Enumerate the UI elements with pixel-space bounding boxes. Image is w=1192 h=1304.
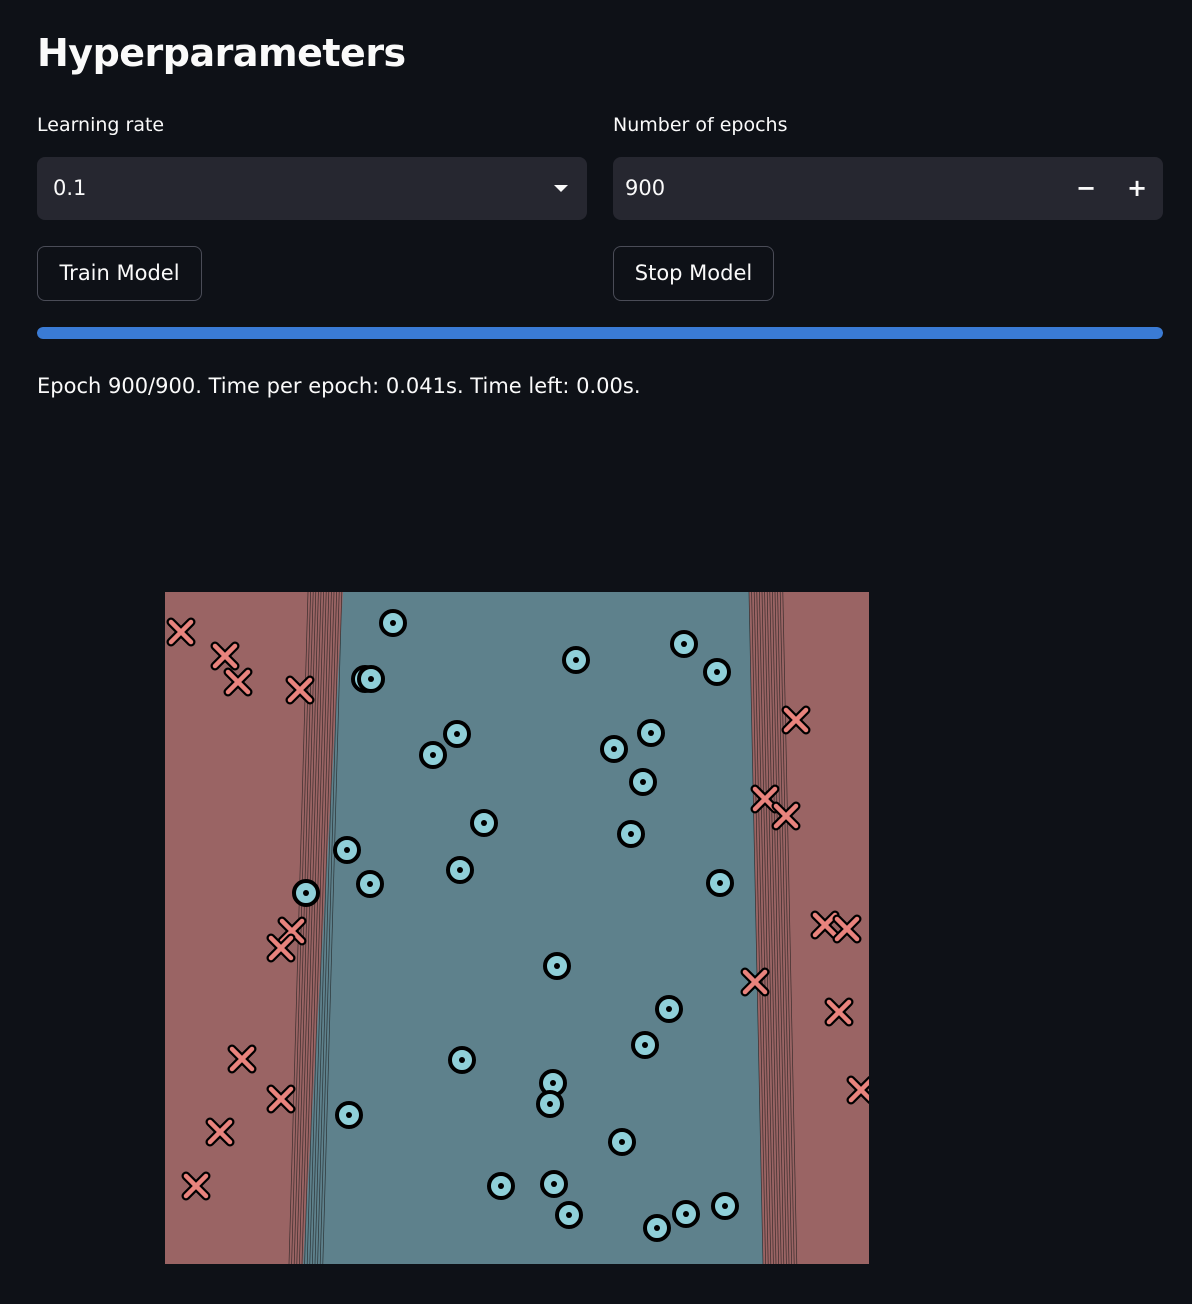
contour-line [301, 592, 322, 1264]
epochs-label: Number of epochs [613, 114, 788, 136]
learning-rate-select[interactable]: 0.1 [37, 157, 587, 220]
circle-marker [703, 658, 731, 686]
cross-marker [266, 933, 296, 963]
epochs-increment-button[interactable]: + [1126, 174, 1148, 202]
contour-line [761, 592, 777, 1264]
contour-line [751, 592, 766, 1264]
contour-line [299, 592, 319, 1264]
contour-line [772, 592, 787, 1264]
progress-fill [37, 327, 1163, 339]
circle-marker [335, 1101, 363, 1129]
circle-marker [555, 1201, 583, 1229]
contour-line [322, 592, 343, 1264]
contour-line [304, 592, 324, 1264]
contour-line [296, 592, 317, 1264]
circle-marker [543, 952, 571, 980]
cross-marker [205, 1117, 235, 1147]
training-progress-bar [37, 327, 1163, 339]
cross-marker [846, 1075, 869, 1105]
circle-marker [419, 741, 447, 769]
cross-marker [832, 914, 862, 944]
circle-marker [292, 879, 320, 907]
circle-marker [617, 820, 645, 848]
cross-marker [810, 910, 840, 940]
circle-marker [536, 1090, 564, 1118]
cross-marker [781, 705, 811, 735]
cross-marker [227, 1044, 257, 1074]
circle-marker [672, 1200, 700, 1228]
learning-rate-label: Learning rate [37, 114, 165, 136]
circle-marker [470, 809, 498, 837]
circle-marker [357, 665, 385, 693]
cross-marker [266, 1084, 296, 1114]
data-markers [166, 609, 869, 1242]
chevron-down-icon[interactable] [554, 185, 568, 192]
circle-marker [446, 856, 474, 884]
cross-marker [285, 675, 315, 705]
circle-marker [706, 869, 734, 897]
circle-marker [637, 719, 665, 747]
contour-line [756, 592, 772, 1264]
cross-marker [771, 801, 801, 831]
cross-marker [824, 997, 854, 1027]
epochs-value[interactable]: 900 [625, 176, 666, 200]
cross-marker [740, 967, 770, 997]
contour-line [309, 592, 330, 1264]
page-title: Hyperparameters [37, 31, 406, 75]
cross-marker [166, 617, 196, 647]
learning-rate-value: 0.1 [53, 176, 87, 200]
cross-marker [210, 641, 240, 671]
contour-line [759, 592, 774, 1264]
circle-marker [711, 1192, 739, 1220]
contour-line [314, 592, 335, 1264]
circle-marker [487, 1172, 515, 1200]
circle-marker [356, 870, 384, 898]
contour-line [312, 592, 332, 1264]
contour-line [306, 592, 327, 1264]
circle-marker [631, 1031, 659, 1059]
circle-marker [655, 995, 683, 1023]
positive-region [303, 592, 763, 1264]
contour-line [766, 592, 782, 1264]
contour-line [319, 592, 340, 1264]
circle-marker [540, 1170, 568, 1198]
circle-marker [600, 735, 628, 763]
stop-model-button[interactable]: Stop Model [613, 246, 774, 301]
contour-line [748, 592, 764, 1264]
contour-line [317, 592, 337, 1264]
circle-marker [448, 1046, 476, 1074]
cross-marker [181, 1171, 211, 1201]
circle-marker [333, 836, 361, 864]
circle-marker [608, 1128, 636, 1156]
status-text: Epoch 900/900. Time per epoch: 0.041s. T… [37, 374, 641, 398]
contour-line [753, 592, 769, 1264]
circle-marker [539, 1069, 567, 1097]
circle-marker [562, 646, 590, 674]
contour-line [779, 592, 795, 1264]
epochs-number-input[interactable]: 900 − + [613, 157, 1163, 220]
circle-marker [670, 630, 698, 658]
epochs-decrement-button[interactable]: − [1075, 174, 1097, 202]
contour-line [777, 592, 792, 1264]
circle-marker [443, 720, 471, 748]
contour-line [782, 592, 798, 1264]
decision-boundary-plot [165, 592, 869, 1264]
contour-line [764, 592, 779, 1264]
cross-marker [223, 667, 253, 697]
contour-line [774, 592, 790, 1264]
contour-line [769, 592, 785, 1264]
circle-marker [643, 1214, 671, 1242]
train-model-button[interactable]: Train Model [37, 246, 202, 301]
circle-marker [629, 768, 657, 796]
circle-marker [379, 609, 407, 637]
